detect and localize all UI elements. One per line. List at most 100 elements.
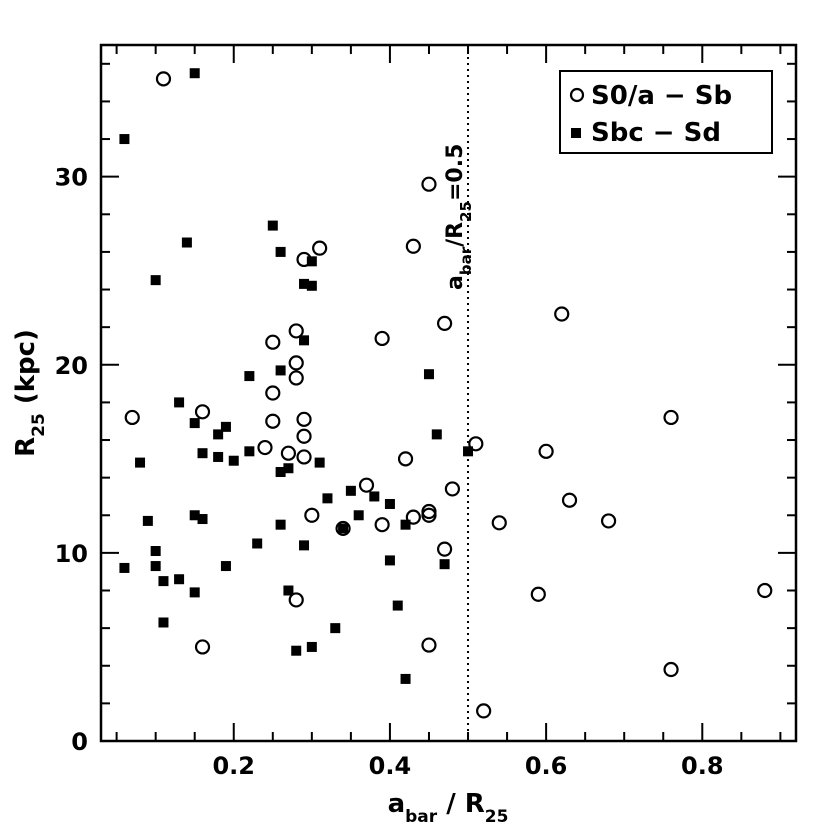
data-point-s0a-sb: [374, 330, 390, 347]
data-point-s0a-sb: [530, 586, 546, 602]
data-points: [119, 68, 773, 719]
data-point-sbc-sd: [142, 515, 153, 526]
data-point-sbc-sd: [220, 561, 231, 572]
data-point-s0a-sb: [374, 517, 390, 533]
data-point-sbc-sd: [189, 418, 200, 429]
data-point-s0a-sb: [155, 71, 172, 87]
data-point-sbc-sd: [244, 446, 255, 457]
data-point-s0a-sb: [257, 439, 273, 456]
data-point-sbc-sd: [369, 491, 380, 502]
x-tick-label: 0.6: [525, 752, 568, 780]
data-point-sbc-sd: [291, 645, 302, 656]
data-point-s0a-sb: [265, 413, 281, 429]
data-point-s0a-sb: [436, 541, 453, 557]
data-point-sbc-sd: [306, 280, 317, 291]
reference-line-label: abar/R25=0.5: [443, 144, 475, 290]
y-tick-label: 0: [71, 728, 88, 756]
data-point-s0a-sb: [124, 409, 140, 426]
data-point-s0a-sb: [468, 436, 484, 452]
data-point-s0a-sb: [421, 503, 437, 520]
y-axis-label: R25 (kpc): [11, 329, 49, 457]
data-point-sbc-sd: [299, 278, 310, 289]
data-point-s0a-sb: [538, 443, 554, 459]
data-point-sbc-sd: [174, 574, 185, 585]
data-point-sbc-sd: [174, 397, 185, 408]
data-point-s0a-sb: [288, 323, 304, 339]
data-point-s0a-sb: [405, 509, 421, 525]
data-point-sbc-sd: [322, 493, 333, 504]
data-point-s0a-sb: [491, 515, 507, 531]
data-point-sbc-sd: [135, 457, 146, 468]
data-point-sbc-sd: [384, 555, 395, 566]
data-point-s0a-sb: [265, 334, 281, 350]
data-point-s0a-sb: [444, 481, 461, 497]
data-point-sbc-sd: [228, 455, 239, 466]
data-point-sbc-sd: [463, 446, 474, 457]
x-tick-label: 0.4: [369, 752, 412, 780]
data-point-sbc-sd: [119, 134, 130, 145]
data-point-sbc-sd: [423, 369, 434, 380]
data-point-sbc-sd: [314, 457, 325, 468]
x-axis-label: abar / R25: [388, 789, 509, 827]
data-point-sbc-sd: [275, 365, 286, 376]
x-tick-label: 0.2: [212, 752, 255, 780]
data-point-s0a-sb: [335, 520, 351, 537]
data-point-sbc-sd: [189, 510, 200, 521]
data-point-sbc-sd: [275, 467, 286, 478]
data-point-s0a-sb: [288, 370, 304, 386]
data-point-s0a-sb: [561, 492, 578, 508]
legend-label-series-2: Sbc − Sd: [591, 118, 721, 148]
data-point-sbc-sd: [306, 641, 317, 652]
data-point-sbc-sd: [400, 519, 411, 530]
data-point-sbc-sd: [244, 371, 255, 382]
data-point-sbc-sd: [189, 587, 200, 598]
data-point-s0a-sb: [194, 404, 211, 420]
data-point-s0a-sb: [663, 409, 679, 426]
legend-marker-filled-square: [571, 128, 581, 138]
data-point-s0a-sb: [296, 411, 312, 427]
data-point-s0a-sb: [421, 176, 437, 192]
data-point-s0a-sb: [296, 449, 312, 465]
data-point-sbc-sd: [353, 510, 364, 521]
data-point-sbc-sd: [275, 519, 286, 530]
data-point-sbc-sd: [119, 562, 130, 573]
data-point-sbc-sd: [181, 237, 192, 248]
data-point-sbc-sd: [299, 335, 310, 346]
data-point-sbc-sd: [431, 429, 442, 440]
data-point-sbc-sd: [306, 256, 317, 267]
data-point-sbc-sd: [392, 600, 403, 611]
data-point-sbc-sd: [283, 463, 294, 474]
data-point-sbc-sd: [150, 275, 161, 286]
data-point-s0a-sb: [421, 637, 437, 653]
data-point-s0a-sb: [405, 238, 421, 254]
data-point-sbc-sd: [400, 673, 411, 684]
legend-label-series-1: S0/a − Sb: [591, 81, 732, 111]
data-point-sbc-sd: [158, 576, 169, 587]
data-point-sbc-sd: [345, 485, 356, 496]
axis-ticks: [101, 45, 796, 741]
data-point-s0a-sb: [600, 513, 617, 529]
y-tick-label: 20: [55, 352, 88, 380]
data-point-sbc-sd: [384, 498, 395, 509]
data-point-sbc-sd: [439, 559, 450, 570]
data-point-s0a-sb: [757, 582, 773, 599]
data-point-sbc-sd: [213, 451, 224, 462]
data-point-sbc-sd: [330, 623, 341, 634]
data-point-sbc-sd: [220, 421, 231, 432]
data-point-s0a-sb: [280, 445, 297, 461]
data-point-s0a-sb: [296, 428, 312, 444]
legend-box: [559, 70, 773, 154]
data-point-sbc-sd: [150, 546, 161, 557]
data-point-s0a-sb: [554, 306, 570, 322]
data-point-s0a-sb: [397, 451, 414, 467]
data-point-s0a-sb: [663, 661, 679, 678]
data-point-sbc-sd: [197, 448, 208, 459]
y-tick-label: 10: [55, 540, 88, 568]
x-tick-labels: 0.2 0.4 0.6 0.8: [212, 752, 723, 780]
data-point-s0a-sb: [358, 477, 375, 493]
data-point-s0a-sb: [265, 385, 281, 401]
data-point-sbc-sd: [283, 585, 294, 596]
data-point-s0a-sb: [288, 355, 304, 371]
data-point-s0a-sb: [194, 639, 211, 655]
